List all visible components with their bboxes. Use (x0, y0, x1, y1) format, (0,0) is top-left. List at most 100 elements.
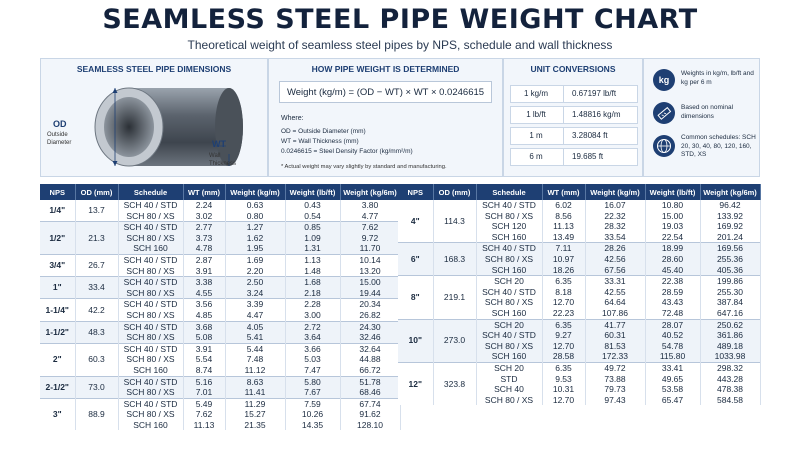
weight-kg-6m-cell: 66.72 (340, 364, 401, 376)
table-row: SCH 80 / XS 4.55 3.24 2.18 19.44 (40, 287, 401, 299)
page-title: SEAMLESS STEEL PIPE WEIGHT CHART (102, 4, 698, 35)
weight-lb-ft-cell: 28.60 (645, 253, 701, 265)
nps-cell: 3/4" (40, 253, 76, 277)
table-row: SCH 80 / XS 3.02 0.80 0.54 4.77 (40, 210, 401, 222)
weight-kg-6m-cell: 15.00 (340, 276, 401, 288)
weight-kg-m-cell: 4.05 (225, 320, 286, 333)
schedule-cell: SCH 80 / XS (118, 309, 184, 322)
table-row: 1/4" 13.7 SCH 40 / STD 2.24 0.63 0.43 3.80 (40, 200, 401, 222)
wt-cell: 11.13 (542, 221, 586, 232)
wt-cell: 3.91 (183, 342, 226, 355)
weight-lb-ft-cell: 65.47 (645, 394, 701, 406)
table-row: 1-1/4" 42.2 SCH 40 / STD 3.56 3.39 2.28 20.34 (40, 298, 401, 322)
weight-kg-6m-cell: 250.62 (700, 318, 761, 331)
info-panel: kg Weights in kg/m, lb/ft and kg per 6 m… (643, 58, 760, 177)
schedule-cell: SCH 160 (476, 231, 543, 243)
weight-kg-m-cell: 172.33 (585, 351, 646, 363)
weight-lb-ft-cell: 3.64 (285, 332, 341, 344)
weight-kg-m-cell: 33.31 (585, 275, 646, 287)
weight-kg-6m-cell: 3.80 (340, 200, 401, 211)
weight-lb-ft-cell: 45.40 (645, 264, 701, 276)
weight-lb-ft-cell: 0.85 (285, 221, 341, 233)
weight-lb-ft-cell: 19.03 (645, 221, 701, 232)
od-description-line-1: Outside (47, 132, 68, 138)
od-label: OD (53, 119, 67, 129)
nps-cell: 1" (40, 276, 76, 299)
conversion-from: 1 kg/m (523, 89, 548, 98)
weight-lb-ft-cell: 5.80 (285, 375, 341, 388)
table-row: SCH 80 / XS 5.54 7.48 5.03 44.88 (40, 354, 401, 365)
conversion-to: 1.48816 kg/m (563, 107, 635, 123)
weight-lb-ft-cell: 22.38 (645, 275, 701, 287)
od-cell: 42.2 (75, 298, 119, 322)
wt-description-line-2: Thickness (209, 161, 237, 167)
header-od: OD (mm) (433, 184, 477, 200)
weight-kg-6m-cell: 32.46 (340, 332, 401, 344)
header-weight-lb-ft: Weight (lb/ft) (285, 184, 341, 200)
weight-lb-ft-cell: 28.07 (645, 318, 701, 331)
wt-cell: 8.56 (542, 210, 586, 222)
schedule-cell: SCH 40 / STD (118, 298, 184, 310)
schedule-cell: SCH 80 / XS (118, 210, 184, 222)
weight-kg-6m-cell: 489.18 (700, 340, 761, 352)
schedule-cell: SCH 80 / XS (476, 210, 543, 222)
schedule-cell: SCH 40 (476, 384, 543, 395)
weight-lb-ft-cell: 7.47 (285, 364, 341, 376)
kg-weight-icon: kg (653, 69, 675, 91)
table-row: STD 9.53 73.88 49.65 443.28 (398, 373, 761, 385)
weight-kg-m-cell: 2.20 (225, 265, 286, 277)
table-row: 8" 219.1 SCH 20 6.35 33.31 22.38 199.86 (398, 275, 761, 320)
nps-cell: 1/2" (40, 221, 76, 255)
table-row: SCH 160 4.78 1.95 1.31 11.70 (40, 243, 401, 255)
weight-kg-6m-cell: 11.70 (340, 243, 401, 255)
schedule-cell: SCH 160 (476, 264, 543, 276)
weight-kg-m-cell: 81.53 (585, 340, 646, 352)
weight-kg-m-cell: 49.72 (585, 361, 646, 374)
wt-cell: 7.62 (183, 409, 226, 420)
weight-lb-ft-cell: 72.48 (645, 307, 701, 320)
weight-kg-m-cell: 21.35 (225, 419, 286, 431)
weight-kg-m-cell: 79.73 (585, 384, 646, 395)
schedule-cell: SCH 80 / XS (118, 332, 184, 344)
table-row: 12" 323.8 SCH 20 6.35 49.72 33.41 298.32 (398, 361, 761, 406)
weight-kg-6m-cell: 361.86 (700, 330, 761, 341)
schedule-cell: SCH 40 / STD (118, 221, 184, 233)
header-nps: NPS (40, 184, 76, 200)
conversion-row: 1 kg/m 0.67197 lb/ft (510, 85, 638, 103)
weight-kg-m-cell: 2.50 (225, 276, 286, 288)
schedule-cell: SCH 80 / XS (118, 232, 184, 244)
od-cell: 48.3 (75, 320, 119, 344)
wt-cell: 2.77 (183, 221, 226, 233)
schedule-cell: SCH 80 / XS (476, 253, 543, 265)
weight-kg-6m-cell: 96.42 (700, 200, 761, 211)
wt-cell: 5.49 (183, 397, 226, 410)
wt-cell: 3.02 (183, 210, 226, 222)
schedule-cell: SCH 40 / STD (118, 276, 184, 288)
pipe-weight-table-left: NPS OD (mm) Schedule WT (mm) Weight (kg/… (40, 184, 401, 431)
wt-cell: 8.18 (542, 286, 586, 298)
table-row: SCH 80 / XS 10.97 42.56 28.60 255.36 (398, 253, 761, 265)
conversion-from: 6 m (529, 152, 543, 161)
weight-kg-m-cell: 11.12 (225, 364, 286, 376)
schedule-cell: SCH 80 / XS (476, 394, 543, 406)
weight-kg-m-cell: 1.95 (225, 243, 286, 255)
header-weight-kg-6m: Weight (kg/6m) (340, 184, 401, 200)
weight-lb-ft-cell: 40.52 (645, 330, 701, 341)
weight-kg-6m-cell: 51.78 (340, 375, 401, 388)
weight-lb-ft-cell: 1.09 (285, 232, 341, 244)
weight-lb-ft-cell: 2.72 (285, 320, 341, 333)
wt-cell: 4.55 (183, 287, 226, 299)
table-row: SCH 80 / XS 7.62 15.27 10.26 91.62 (40, 409, 401, 420)
definition-factor: 0.0246615 = Steel Density Factor (kg/mm²… (281, 148, 413, 155)
schedule-cell: SCH 80 / XS (118, 387, 184, 399)
ruler-icon (653, 102, 675, 124)
page-subtitle: Theoretical weight of seamless steel pip… (187, 38, 613, 52)
table-row: SCH 160 22.23 107.86 72.48 647.16 (398, 307, 761, 320)
header-nps: NPS (398, 184, 434, 200)
weight-kg-6m-cell: 20.34 (340, 298, 401, 310)
nps-cell: 1/4" (40, 200, 76, 222)
table-row: SCH 160 18.26 67.56 45.40 405.36 (398, 264, 761, 276)
header-wt: WT (mm) (183, 184, 226, 200)
weight-lb-ft-cell: 10.26 (285, 409, 341, 420)
schedule-cell: SCH 40 / STD (476, 286, 543, 298)
